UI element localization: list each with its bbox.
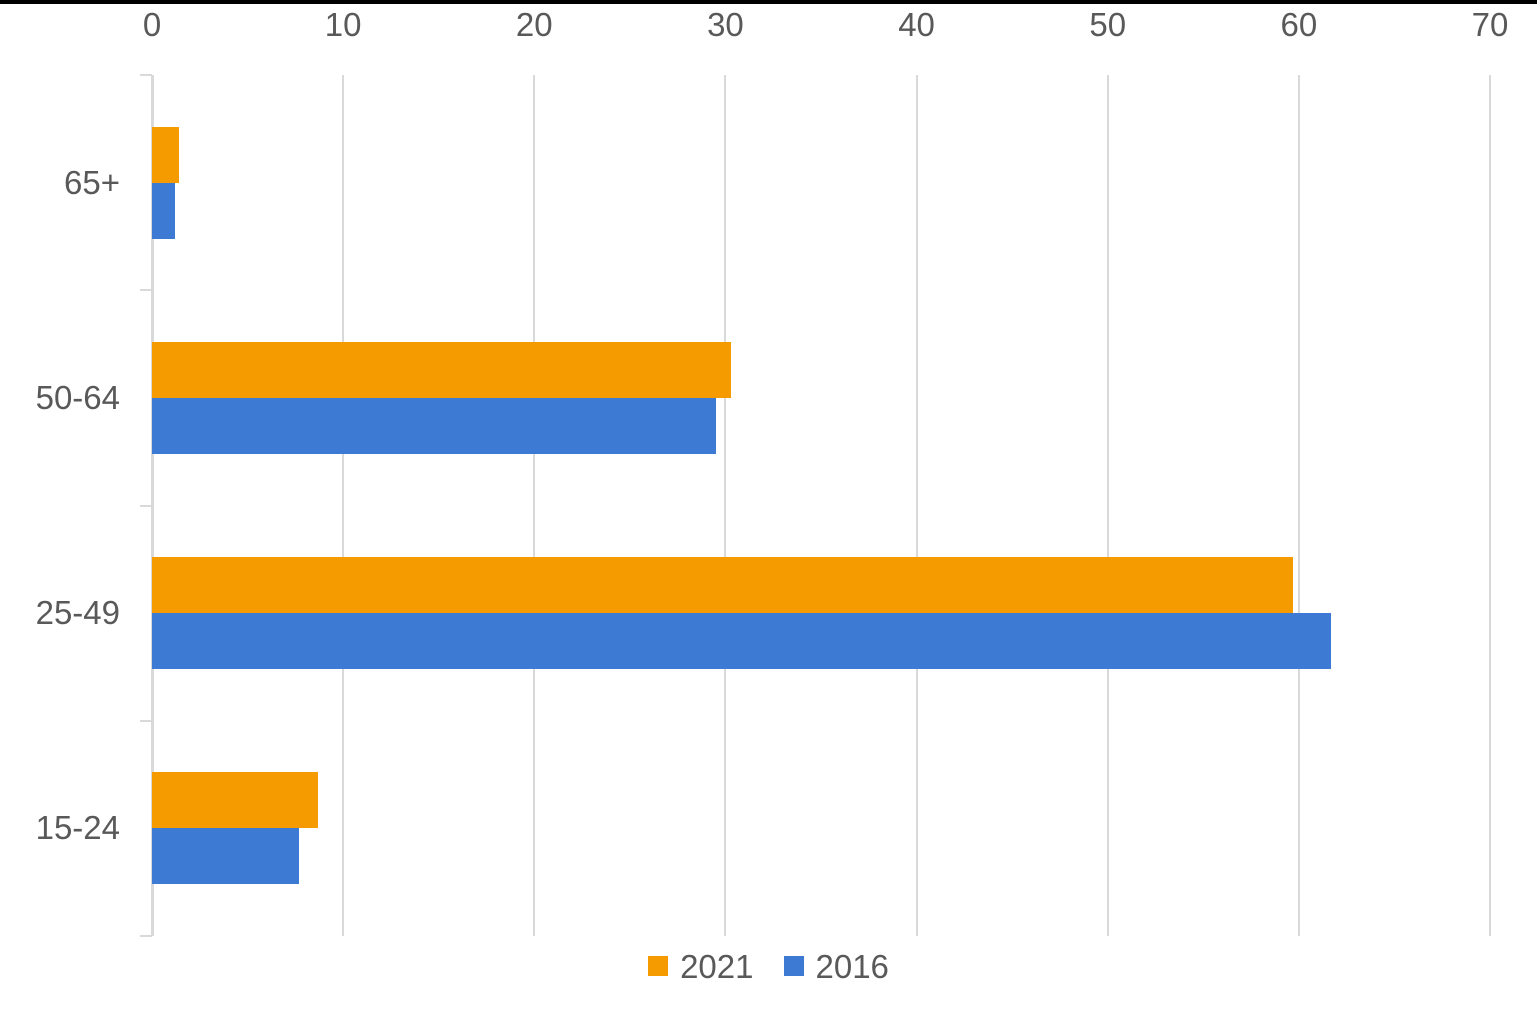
category-axis-tick xyxy=(140,74,152,76)
legend-swatch-2021 xyxy=(648,956,669,976)
bar-2016-25-49 xyxy=(152,613,1332,670)
bar-2021-25-49 xyxy=(152,557,1294,614)
value-tick-label-0: 0 xyxy=(142,6,162,43)
gridline-10 xyxy=(342,75,345,936)
category-label-50-64: 50-64 xyxy=(35,378,120,416)
value-tick-label-10: 10 xyxy=(324,6,362,43)
plot-area xyxy=(140,74,1491,937)
bar-2016-50-64 xyxy=(152,397,716,454)
category-axis-tick xyxy=(140,719,152,722)
gridline-40 xyxy=(915,75,918,936)
bar-2016-15-24 xyxy=(152,828,300,885)
bar-2021-15-24 xyxy=(152,772,319,829)
legend-item-2021: 2021 xyxy=(648,947,754,985)
category-axis-tick xyxy=(140,935,152,937)
category-axis-line xyxy=(151,75,154,936)
category-label-65+: 65+ xyxy=(64,163,120,201)
category-axis-tick xyxy=(140,289,152,292)
gridline-60 xyxy=(1297,75,1300,936)
value-tick-label-70: 70 xyxy=(1471,6,1509,43)
gridline-50 xyxy=(1106,75,1109,936)
gridline-70 xyxy=(1489,75,1491,936)
category-label-25-49: 25-49 xyxy=(35,594,120,632)
value-tick-label-20: 20 xyxy=(515,6,553,43)
top-border-line xyxy=(0,0,1537,4)
value-tick-label-50: 50 xyxy=(1089,6,1127,43)
bar-2021-50-64 xyxy=(152,341,732,398)
legend-label-2016: 2016 xyxy=(815,947,889,985)
legend-swatch-2016 xyxy=(783,956,804,976)
category-axis-tick xyxy=(140,504,152,507)
legend-item-2016: 2016 xyxy=(783,947,889,985)
legend-label-2021: 2021 xyxy=(680,947,754,985)
value-tick-label-40: 40 xyxy=(898,6,935,43)
bar-2016-65+ xyxy=(152,182,175,239)
gridline-20 xyxy=(533,75,536,936)
gridline-30 xyxy=(724,75,727,936)
value-tick-label-60: 60 xyxy=(1280,6,1318,43)
category-label-15-24: 15-24 xyxy=(35,809,120,847)
chart-legend: 2021 2016 xyxy=(0,943,1537,989)
value-tick-label-30: 30 xyxy=(707,6,744,43)
bar-2021-65+ xyxy=(152,126,179,183)
